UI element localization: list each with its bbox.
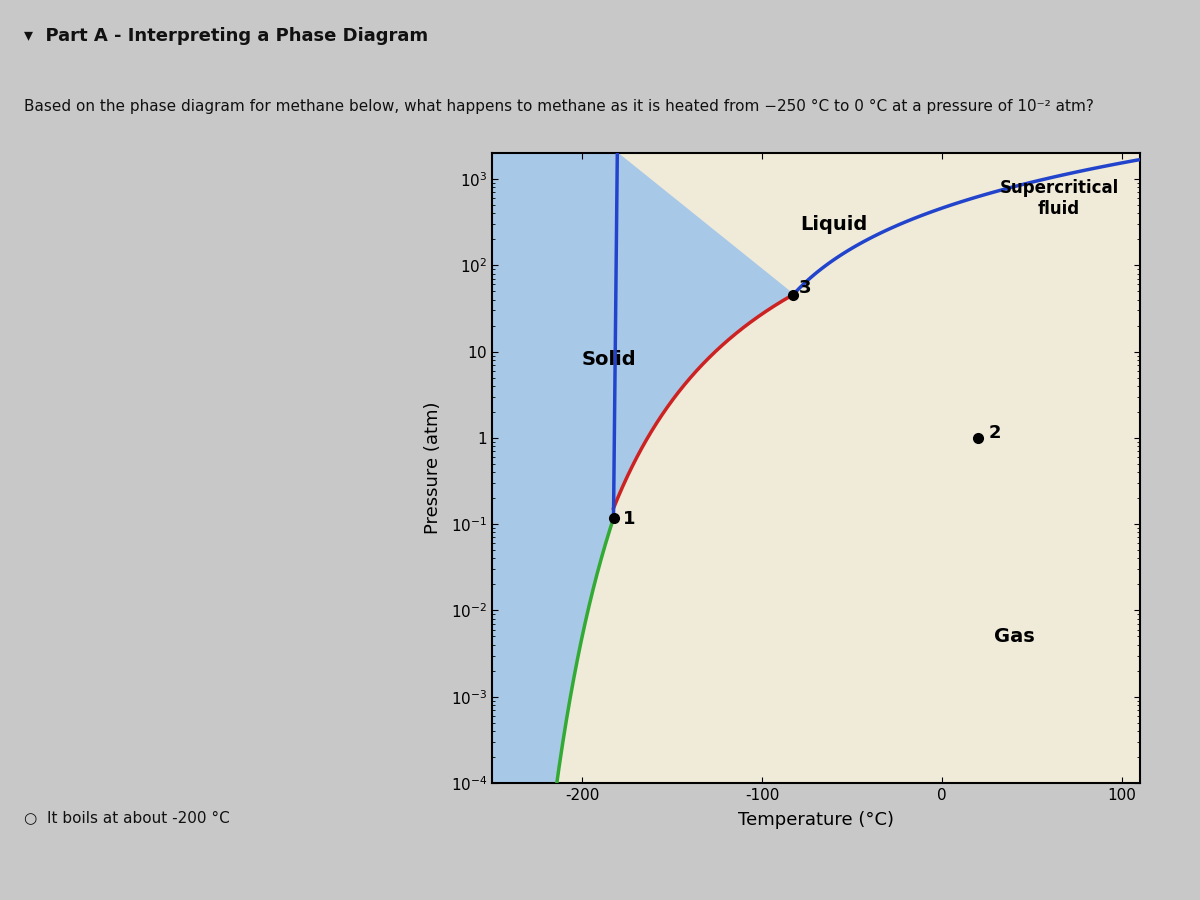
Text: Supercritical
fluid: Supercritical fluid <box>1000 179 1118 218</box>
Text: ○  It boils at about -200 °C: ○ It boils at about -200 °C <box>24 810 229 825</box>
X-axis label: Temperature (°C): Temperature (°C) <box>738 811 894 829</box>
Text: Gas: Gas <box>994 627 1034 646</box>
Y-axis label: Pressure (atm): Pressure (atm) <box>424 401 442 535</box>
Text: ▾  Part A - Interpreting a Phase Diagram: ▾ Part A - Interpreting a Phase Diagram <box>24 27 428 45</box>
Polygon shape <box>492 153 617 518</box>
Text: 1: 1 <box>623 510 635 528</box>
Text: Solid: Solid <box>582 350 636 369</box>
Text: Liquid: Liquid <box>800 214 868 234</box>
Text: 2: 2 <box>989 424 1001 442</box>
Text: Based on the phase diagram for methane below, what happens to methane as it is h: Based on the phase diagram for methane b… <box>24 99 1094 114</box>
Polygon shape <box>492 518 613 900</box>
Polygon shape <box>613 153 793 518</box>
Text: 3: 3 <box>799 279 811 297</box>
